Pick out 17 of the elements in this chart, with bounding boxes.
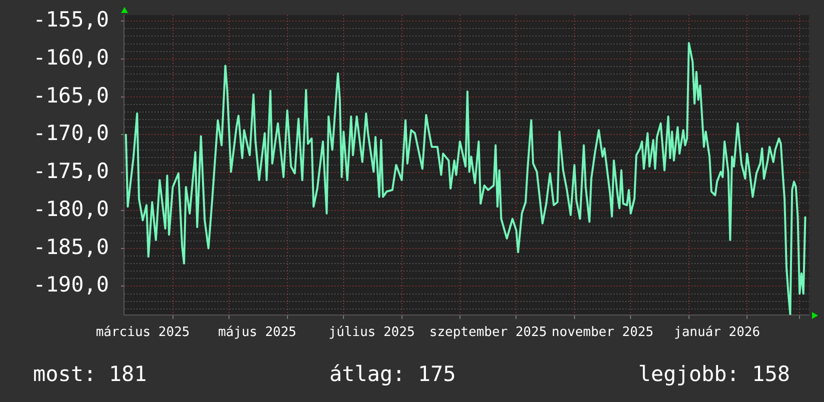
y-tick-label: -180,0 xyxy=(33,196,109,221)
x-tick-label: március 2025 xyxy=(96,325,190,340)
y-tick-label: -160,0 xyxy=(33,45,109,70)
y-tick-label: -175,0 xyxy=(33,159,109,184)
text: most: 181 xyxy=(33,362,147,386)
x-tick-label: május 2025 xyxy=(218,325,296,340)
y-tick-label: -190,0 xyxy=(33,272,109,297)
y-tick-label: -185,0 xyxy=(33,234,109,259)
x-tick-label: szeptember 2025 xyxy=(429,325,547,340)
x-tick-label: július 2025 xyxy=(328,325,415,340)
x-tick-label: november 2025 xyxy=(552,325,654,340)
text: legjobb: 158 xyxy=(638,362,790,386)
x-tick-label: január 2026 xyxy=(674,325,760,340)
y-tick-label: -170,0 xyxy=(33,121,109,146)
y-tick-label: -165,0 xyxy=(33,83,109,108)
text: átlag: 175 xyxy=(329,362,456,386)
y-tick-label: -155,0 xyxy=(33,8,109,32)
